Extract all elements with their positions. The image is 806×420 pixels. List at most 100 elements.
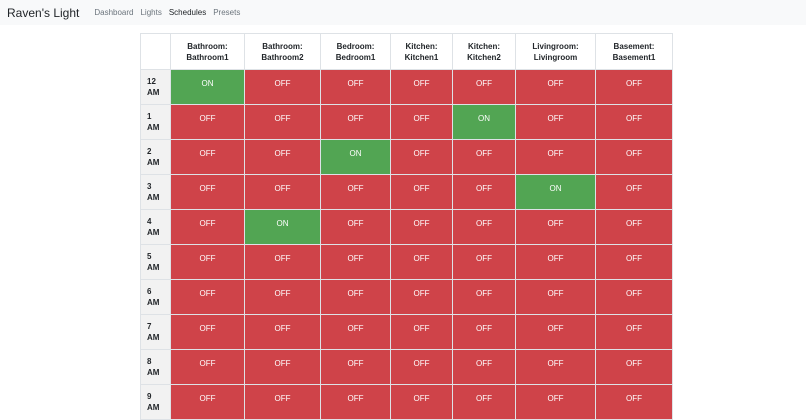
time-cell: 4 AM [140, 209, 171, 245]
time-hour: 5 [147, 252, 152, 261]
schedule-toggle-cell[interactable]: OFF [390, 209, 453, 245]
time-hour: 2 [147, 147, 152, 156]
schedule-toggle-cell[interactable]: OFF [452, 314, 516, 350]
schedule-toggle-cell[interactable]: OFF [515, 384, 596, 420]
schedule-toggle-cell[interactable]: OFF [515, 349, 596, 385]
schedule-toggle-cell[interactable]: OFF [515, 244, 596, 280]
schedule-toggle-cell[interactable]: OFF [170, 349, 245, 385]
schedule-toggle-cell[interactable]: OFF [515, 279, 596, 315]
schedule-toggle-cell[interactable]: OFF [595, 314, 673, 350]
column-header: Kitchen: Kitchen1 [390, 33, 453, 70]
time-hour: 6 [147, 287, 152, 296]
schedule-toggle-cell[interactable]: OFF [244, 279, 321, 315]
schedule-toggle-cell[interactable]: OFF [452, 279, 516, 315]
nav-link-schedules[interactable]: Schedules [168, 8, 207, 17]
schedule-toggle-cell[interactable]: OFF [452, 209, 516, 245]
column-header: Bedroom: Bedroom1 [320, 33, 391, 70]
schedule-toggle-cell[interactable]: OFF [595, 139, 673, 175]
nav-link-lights[interactable]: Lights [140, 8, 162, 17]
schedule-toggle-cell[interactable]: OFF [390, 349, 453, 385]
brand-title[interactable]: Raven's Light [7, 5, 80, 20]
schedule-toggle-cell[interactable]: ON [452, 104, 516, 140]
time-period: AM [147, 88, 160, 97]
column-header: Bathroom: Bathroom2 [244, 33, 321, 70]
schedule-toggle-cell[interactable]: OFF [320, 104, 391, 140]
schedule-toggle-cell[interactable]: OFF [390, 279, 453, 315]
schedule-toggle-cell[interactable]: OFF [244, 69, 321, 105]
schedule-toggle-cell[interactable]: ON [170, 69, 245, 105]
schedule-toggle-cell[interactable]: OFF [244, 244, 321, 280]
schedule-toggle-cell[interactable]: ON [320, 139, 391, 175]
schedule-toggle-cell[interactable]: OFF [452, 384, 516, 420]
schedule-toggle-cell[interactable]: OFF [515, 209, 596, 245]
schedule-toggle-cell[interactable]: OFF [170, 314, 245, 350]
schedule-toggle-cell[interactable]: OFF [452, 139, 516, 175]
nav-link-dashboard[interactable]: Dashboard [94, 8, 134, 17]
column-light-label: Basement1 [612, 52, 656, 62]
nav-links: Dashboard Lights Schedules Presets [94, 8, 240, 17]
schedule-toggle-cell[interactable]: OFF [320, 279, 391, 315]
schedule-toggle-cell[interactable]: OFF [170, 139, 245, 175]
schedule-toggle-cell[interactable]: ON [244, 209, 321, 245]
column-room-label: Bedroom: [336, 41, 375, 51]
schedule-toggle-cell[interactable]: OFF [244, 104, 321, 140]
schedule-toggle-cell[interactable]: OFF [244, 314, 321, 350]
column-light-label: Kitchen2 [467, 52, 501, 62]
schedule-toggle-cell[interactable]: OFF [595, 349, 673, 385]
schedule-toggle-cell[interactable]: OFF [452, 244, 516, 280]
nav-link-presets[interactable]: Presets [213, 8, 241, 17]
column-room-label: Basement: [613, 41, 655, 51]
schedule-toggle-cell[interactable]: OFF [515, 69, 596, 105]
schedule-toggle-cell[interactable]: OFF [244, 139, 321, 175]
schedule-toggle-cell[interactable]: OFF [390, 384, 453, 420]
table-row: 12 AM ON OFF OFF OFF OFF OFF OFF [140, 69, 673, 105]
schedule-toggle-cell[interactable]: OFF [390, 69, 453, 105]
table-row: 4 AM OFF ON OFF OFF OFF OFF OFF [140, 209, 673, 245]
schedule-toggle-cell[interactable]: OFF [452, 69, 516, 105]
schedule-toggle-cell[interactable]: OFF [595, 104, 673, 140]
schedule-toggle-cell[interactable]: OFF [320, 174, 391, 210]
schedule-toggle-cell[interactable]: OFF [170, 279, 245, 315]
schedule-toggle-cell[interactable]: OFF [390, 139, 453, 175]
time-hour: 7 [147, 322, 152, 331]
schedule-toggle-cell[interactable]: OFF [390, 244, 453, 280]
schedule-toggle-cell[interactable]: OFF [595, 244, 673, 280]
schedule-toggle-cell[interactable]: OFF [320, 384, 391, 420]
schedule-toggle-cell[interactable]: OFF [170, 384, 245, 420]
schedule-toggle-cell[interactable]: OFF [320, 69, 391, 105]
schedule-toggle-cell[interactable]: OFF [452, 174, 516, 210]
schedule-toggle-cell[interactable]: OFF [244, 349, 321, 385]
schedule-toggle-cell[interactable]: OFF [244, 174, 321, 210]
table-row: 1 AM OFF OFF OFF OFF ON OFF OFF [140, 104, 673, 140]
schedule-toggle-cell[interactable]: OFF [170, 244, 245, 280]
schedule-toggle-cell[interactable]: OFF [452, 349, 516, 385]
time-period: AM [147, 228, 160, 237]
schedule-toggle-cell[interactable]: OFF [320, 244, 391, 280]
time-cell: 12 AM [140, 69, 171, 105]
schedule-toggle-cell[interactable]: OFF [320, 349, 391, 385]
schedule-toggle-cell[interactable]: OFF [390, 174, 453, 210]
schedule-toggle-cell[interactable]: OFF [320, 209, 391, 245]
schedule-toggle-cell[interactable]: OFF [595, 384, 673, 420]
schedule-toggle-cell[interactable]: OFF [320, 314, 391, 350]
table-corner-cell [140, 33, 171, 70]
schedule-toggle-cell[interactable]: OFF [170, 209, 245, 245]
schedule-toggle-cell[interactable]: OFF [515, 104, 596, 140]
schedule-toggle-cell[interactable]: OFF [515, 314, 596, 350]
time-period: AM [147, 158, 160, 167]
time-hour: 8 [147, 357, 152, 366]
schedule-toggle-cell[interactable]: OFF [515, 139, 596, 175]
schedule-toggle-cell[interactable]: OFF [244, 384, 321, 420]
schedule-toggle-cell[interactable]: OFF [595, 69, 673, 105]
schedule-toggle-cell[interactable]: ON [515, 174, 596, 210]
schedule-toggle-cell[interactable]: OFF [390, 314, 453, 350]
navbar: Raven's Light Dashboard Lights Schedules… [0, 0, 806, 25]
table-row: 9 AM OFF OFF OFF OFF OFF OFF OFF [140, 384, 673, 420]
time-period: AM [147, 263, 160, 272]
schedule-toggle-cell[interactable]: OFF [595, 279, 673, 315]
schedule-toggle-cell[interactable]: OFF [595, 174, 673, 210]
schedule-toggle-cell[interactable]: OFF [170, 174, 245, 210]
schedule-toggle-cell[interactable]: OFF [595, 209, 673, 245]
schedule-toggle-cell[interactable]: OFF [390, 104, 453, 140]
schedule-toggle-cell[interactable]: OFF [170, 104, 245, 140]
